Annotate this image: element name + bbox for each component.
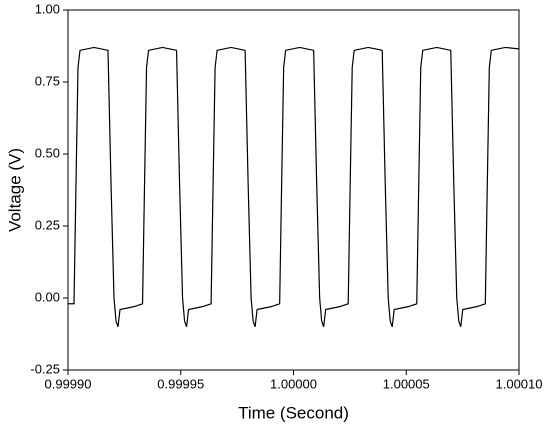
x-tick-label: 0.99995 bbox=[157, 376, 204, 391]
y-axis-title: Voltage (V) bbox=[5, 148, 24, 232]
x-tick-label: 1.00000 bbox=[270, 376, 317, 391]
y-tick-label: -0.25 bbox=[30, 361, 60, 376]
y-tick-label: 0.25 bbox=[35, 217, 60, 232]
x-tick-label: 1.00010 bbox=[496, 376, 543, 391]
x-tick-label: 0.99990 bbox=[45, 376, 92, 391]
x-tick-label: 1.00005 bbox=[383, 376, 430, 391]
x-axis-title: Time (Second) bbox=[238, 403, 349, 422]
y-tick-label: 0.75 bbox=[35, 73, 60, 88]
y-tick-label: 0.00 bbox=[35, 289, 60, 304]
signal-line bbox=[68, 46, 520, 327]
y-tick-label: 0.50 bbox=[35, 145, 60, 160]
y-tick-label: 1.00 bbox=[35, 1, 60, 16]
